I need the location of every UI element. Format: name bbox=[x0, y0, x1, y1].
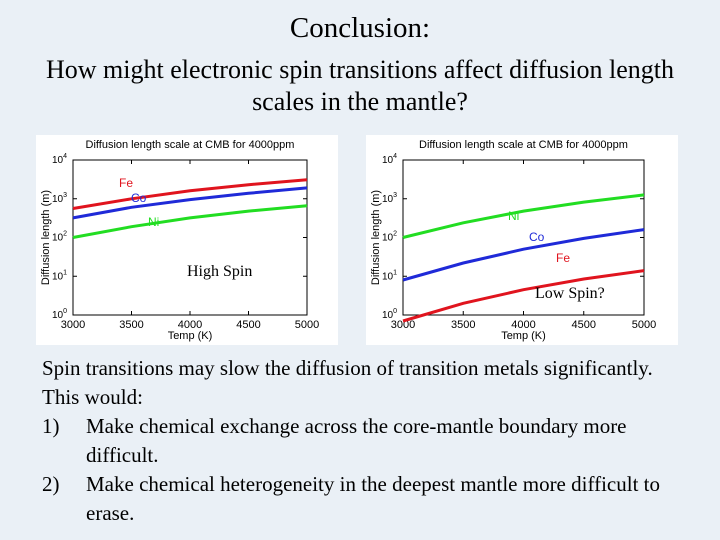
left-chart-xtick-label-0: 3000 bbox=[61, 319, 85, 331]
conclusion-text: Spin transitions may slow the diffusion … bbox=[42, 354, 682, 528]
left-chart-ytick-label-2: 102 bbox=[52, 231, 67, 244]
left-chart-xtick-label-1: 3500 bbox=[119, 319, 143, 331]
right-chart-xtick-label-0: 3000 bbox=[391, 319, 415, 331]
right-chart-series-ni-line bbox=[402, 193, 645, 239]
right-chart-xtick-label-4: 5000 bbox=[632, 319, 656, 331]
left-chart-series-ni-line bbox=[72, 204, 308, 239]
left-chart-xtick-label-4: 5000 bbox=[295, 319, 319, 331]
chart-high-spin: Diffusion length scale at CMB for 4000pp… bbox=[36, 135, 338, 345]
right-chart-ytick-label-2: 102 bbox=[382, 231, 397, 244]
low-spin-label: Low Spin? bbox=[535, 285, 605, 302]
chart-low-spin-plot: Diffusion length scale at CMB for 4000pp… bbox=[370, 139, 656, 342]
right-chart-ytick-label-3: 103 bbox=[382, 192, 397, 205]
right-chart-xtick-label-3: 4500 bbox=[572, 319, 596, 331]
chart-high-spin-plot: Diffusion length scale at CMB for 4000pp… bbox=[40, 139, 319, 342]
left-chart-xtick-label-3: 4500 bbox=[236, 319, 260, 331]
left-chart-xlabel: Temp (K) bbox=[168, 330, 213, 342]
slide-subtitle: How might electronic spin transitions af… bbox=[46, 55, 674, 116]
right-chart-series-fe-line bbox=[402, 269, 645, 323]
left-chart-ytick-label-1: 101 bbox=[52, 269, 67, 282]
right-chart-series-ni-label: Ni bbox=[508, 209, 519, 223]
point-2: 2) Make chemical heterogeneity in the de… bbox=[42, 470, 682, 528]
point-2-text: Make chemical heterogeneity in the deepe… bbox=[86, 472, 660, 525]
left-chart-ytick-label-0: 100 bbox=[52, 308, 67, 321]
left-chart-series-fe-line bbox=[72, 178, 308, 210]
point-1-number: 1) bbox=[42, 414, 60, 438]
left-chart-ytick-label-3: 103 bbox=[52, 192, 67, 205]
left-chart-series-co-label: Co bbox=[131, 191, 147, 205]
point-2-number: 2) bbox=[42, 472, 60, 496]
right-chart-series-co-label: Co bbox=[529, 230, 545, 244]
point-1: 1) Make chemical exchange across the cor… bbox=[42, 412, 682, 470]
left-chart-series-fe-label: Fe bbox=[119, 176, 133, 190]
chart-low-spin: Diffusion length scale at CMB for 4000pp… bbox=[366, 135, 678, 345]
right-chart-series-co-line bbox=[402, 228, 645, 282]
right-chart-ytick-label-0: 100 bbox=[382, 308, 397, 321]
high-spin-label: High Spin bbox=[187, 263, 253, 280]
right-chart-xlabel: Temp (K) bbox=[501, 330, 546, 342]
right-chart-series-fe-label: Fe bbox=[556, 251, 570, 265]
intro-text: Spin transitions may slow the diffusion … bbox=[42, 356, 653, 409]
left-chart-series-co-line bbox=[72, 186, 308, 220]
right-chart-title: Diffusion length scale at CMB for 4000pp… bbox=[419, 139, 628, 151]
point-1-text: Make chemical exchange across the core-m… bbox=[86, 414, 627, 467]
right-chart-axes-box bbox=[402, 159, 645, 316]
right-chart-ylabel: Diffusion length (m) bbox=[370, 190, 382, 285]
left-chart-xtick-label-2: 4000 bbox=[178, 319, 202, 331]
left-chart-ylabel: Diffusion length (m) bbox=[40, 190, 52, 285]
slide-title: Conclusion: bbox=[289, 12, 431, 44]
left-chart-ytick-label-4: 104 bbox=[52, 153, 67, 166]
left-chart-title: Diffusion length scale at CMB for 4000pp… bbox=[86, 139, 295, 151]
right-chart-xtick-label-1: 3500 bbox=[451, 319, 475, 331]
right-chart-ytick-label-4: 104 bbox=[382, 153, 397, 166]
left-chart-series-ni-label: Ni bbox=[148, 215, 159, 229]
right-chart-ytick-label-1: 101 bbox=[382, 269, 397, 282]
right-chart-xtick-label-2: 4000 bbox=[511, 319, 535, 331]
